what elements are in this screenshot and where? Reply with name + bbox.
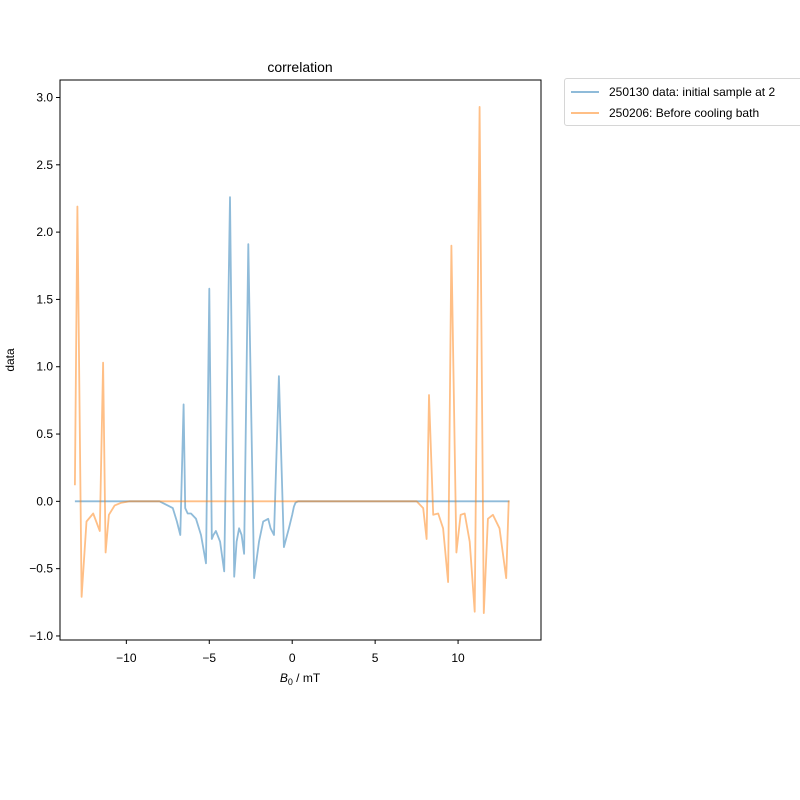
y-tick-label: 0.5	[36, 427, 53, 441]
y-tick-label: 1.5	[36, 292, 53, 306]
legend: 250130 data: initial sample at 2 250206:…	[564, 78, 800, 126]
series-layer	[74, 106, 510, 614]
legend-label: 250130 data: initial sample at 2	[609, 85, 776, 99]
axes-frame	[59, 79, 542, 641]
legend-swatch-orange	[571, 112, 599, 114]
x-axis-label: B0 / mT	[280, 671, 321, 687]
y-tick-label: 3.0	[36, 91, 53, 105]
series-line-2	[74, 106, 510, 614]
y-tick-label: −0.5	[29, 562, 53, 576]
x-tick-label: 0	[289, 651, 296, 665]
legend-item-series-2: 250206: Before cooling bath	[571, 103, 759, 123]
series-line-1	[74, 196, 510, 579]
x-tick-label: 10	[451, 651, 465, 665]
x-tick-label: −5	[202, 651, 216, 665]
y-axis-label: data	[3, 348, 17, 372]
chart-title: correlation	[267, 59, 332, 75]
x-tick-label: 5	[372, 651, 379, 665]
legend-item-series-1: 250130 data: initial sample at 2	[571, 82, 775, 102]
legend-swatch-blue	[571, 91, 599, 93]
y-tick-label: 2.0	[36, 225, 53, 239]
y-tick-label: 1.0	[36, 360, 53, 374]
y-axis-ticks: 3.0 2.5 2.0 1.5 1.0 0.5 0.0 −0.5 −1.0	[29, 91, 60, 643]
legend-label: 250206: Before cooling bath	[609, 106, 760, 120]
x-axis-ticks: −10 −5 0 5 10	[116, 640, 465, 665]
plot-area	[59, 79, 542, 641]
y-tick-label: 2.5	[36, 158, 53, 172]
x-tick-label: −10	[116, 651, 137, 665]
y-tick-label: 0.0	[36, 494, 53, 508]
y-tick-label: −1.0	[29, 629, 53, 643]
